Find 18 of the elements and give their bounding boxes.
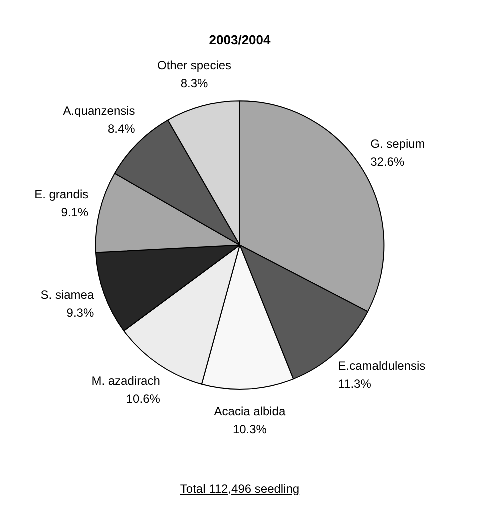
slice-label: Other species bbox=[158, 58, 232, 72]
data-label: 11.3% bbox=[338, 377, 372, 392]
data-label: 8.3% bbox=[180, 76, 209, 90]
data-label: 10.6% bbox=[126, 392, 161, 406]
slice-label: G. sepium bbox=[370, 137, 426, 152]
data-label: 32.6% bbox=[370, 155, 405, 170]
slice-label: Acacia albida bbox=[214, 404, 286, 419]
text: Total 112,496 seedling bbox=[179, 482, 301, 496]
chart-title: 2003/2004 bbox=[209, 32, 272, 48]
slice-label: E. grandis bbox=[34, 188, 89, 202]
data-label: 9.1% bbox=[61, 206, 89, 220]
data-label: 9.3% bbox=[66, 306, 94, 320]
data-label: 10.3% bbox=[232, 422, 268, 437]
slice-label: M. azadirach bbox=[92, 374, 160, 388]
slice-label: A.quanzensis bbox=[63, 104, 136, 118]
data-label: 8.4% bbox=[108, 122, 136, 136]
slice-label: S. siamea bbox=[40, 288, 94, 302]
slice-label: E.camaldulensis bbox=[338, 359, 426, 374]
